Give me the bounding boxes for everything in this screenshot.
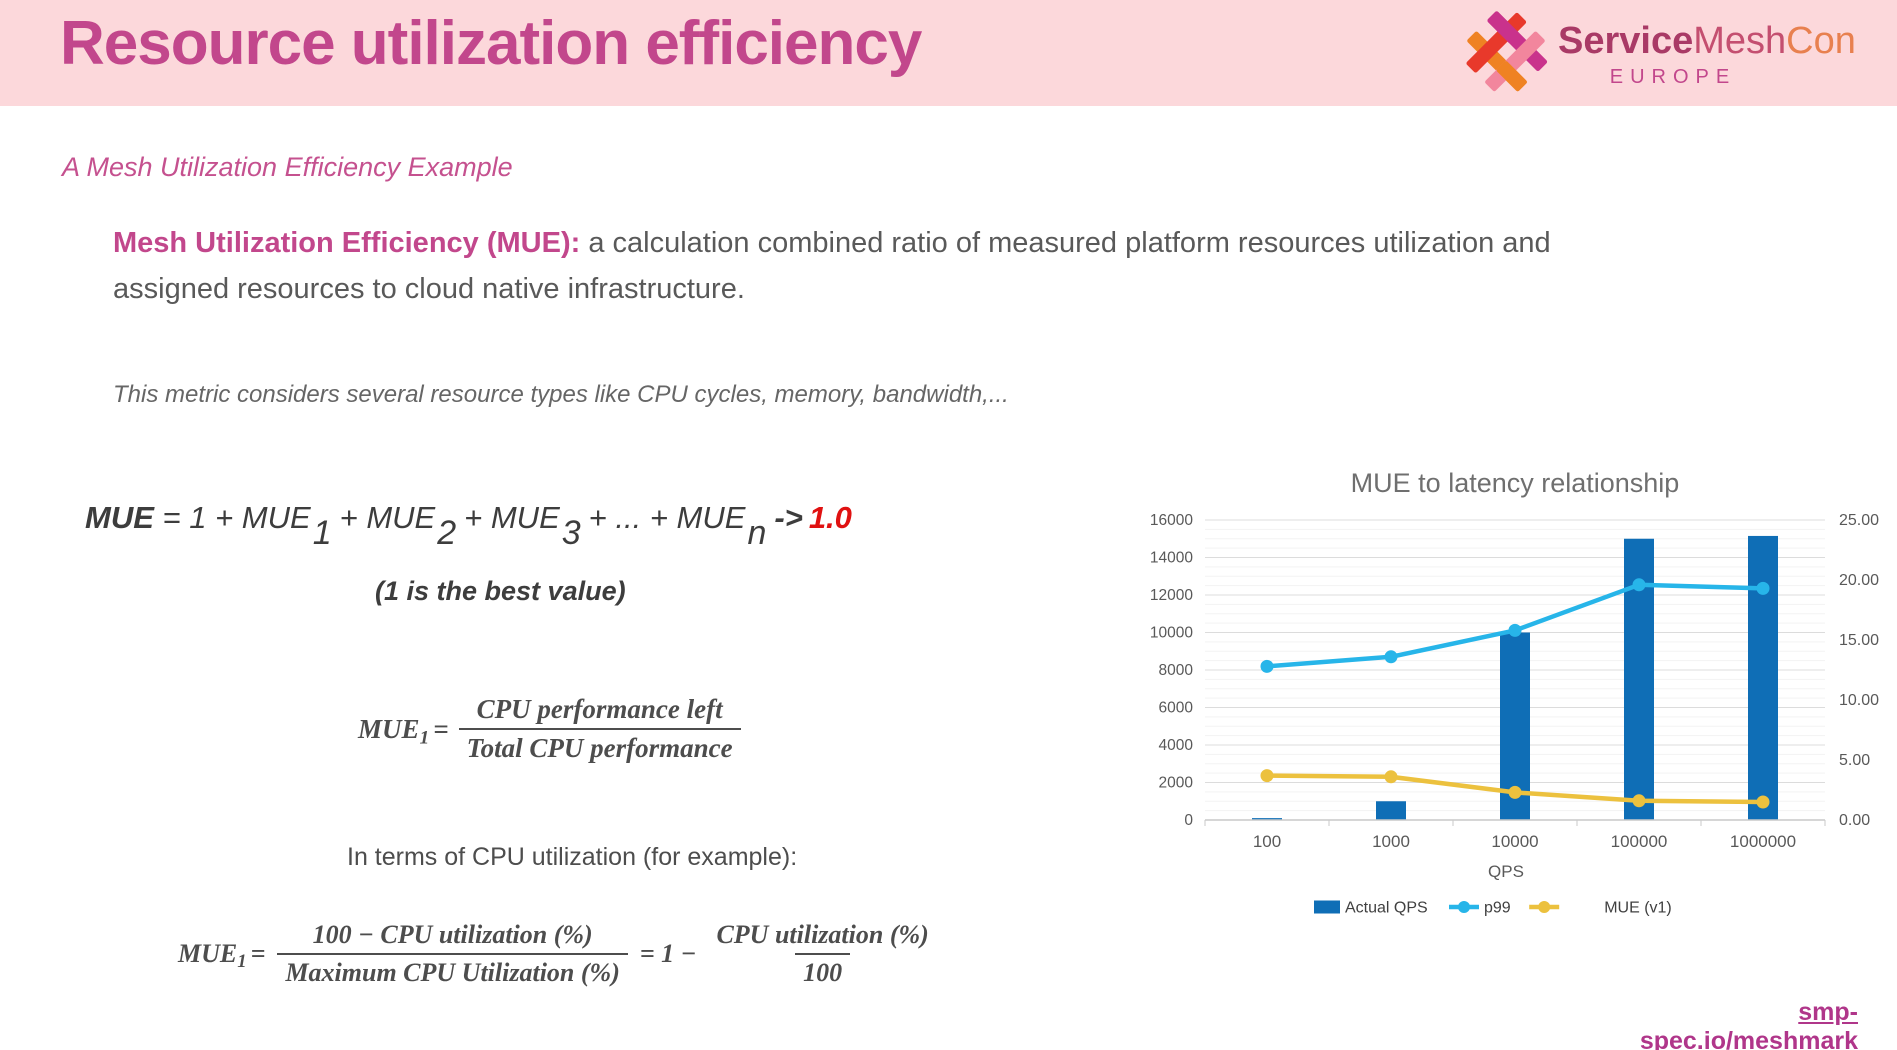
marker-p99-1000 bbox=[1384, 650, 1398, 664]
marker-MUE (v1)-1000000 bbox=[1756, 795, 1770, 809]
x-tick-label: 100 bbox=[1253, 832, 1281, 851]
fraction-numerator: CPU utilization (%) bbox=[716, 920, 929, 949]
y-right-tick-label: 0.00 bbox=[1839, 812, 1870, 829]
formula-subscript: n bbox=[747, 514, 767, 552]
mue1-formula: MUE1 = CPU performance left Total CPU per… bbox=[358, 694, 741, 764]
marker-MUE (v1)-100 bbox=[1260, 769, 1274, 783]
y-left-tick-label: 16000 bbox=[1150, 512, 1193, 529]
fraction-numerator: CPU performance left bbox=[476, 694, 723, 724]
legend-swatch-Actual QPS bbox=[1314, 900, 1340, 914]
bar-100 bbox=[1252, 818, 1282, 820]
cpu-utilization-formula: MUE1 = 100 − CPU utilization (%) Maximum … bbox=[178, 920, 937, 988]
brand-service: Service bbox=[1558, 20, 1694, 62]
slide-subtitle: A Mesh Utilization Efficiency Example bbox=[62, 152, 513, 182]
mue1-lhs: MUE1 = bbox=[358, 713, 449, 748]
y-left-tick-label: 0 bbox=[1184, 812, 1193, 829]
marker-p99-100 bbox=[1260, 659, 1274, 673]
marker-MUE (v1)-10000 bbox=[1508, 785, 1522, 799]
chart-title: MUE to latency relationship bbox=[1351, 468, 1680, 498]
marker-p99-100000 bbox=[1632, 578, 1646, 592]
x-axis-label: QPS bbox=[1488, 862, 1524, 881]
fraction-numerator: 100 − CPU utilization (%) bbox=[312, 920, 593, 949]
marker-p99-10000 bbox=[1508, 623, 1522, 637]
formula-part: = 1 + MUE bbox=[153, 500, 311, 535]
meshmark-link[interactable]: smp-spec.io/meshmark bbox=[1639, 998, 1858, 1050]
bar-1000 bbox=[1376, 801, 1406, 820]
brand-region: EUROPE bbox=[1609, 66, 1737, 88]
legend-label-MUE (v1): MUE (v1) bbox=[1604, 900, 1672, 917]
formula-target-value: 1.0 bbox=[808, 500, 852, 535]
legend-label-Actual QPS: Actual QPS bbox=[1345, 900, 1428, 917]
definition-rest: a calculation combined ratio of measured… bbox=[113, 227, 1551, 306]
formula-lhs: MUE bbox=[85, 500, 154, 535]
brand-con: Con bbox=[1786, 20, 1856, 62]
servicemeshcon-logo-icon bbox=[1466, 11, 1548, 92]
mue-sum-formula: MUE = 1 + MUE1 + MUE2 + MUE3 + ... + MUEn ->… bbox=[85, 498, 852, 552]
x-tick-label: 100000 bbox=[1611, 832, 1668, 851]
cpu-formula-mid: = 1 − bbox=[639, 939, 697, 968]
fraction-denominator: Maximum CPU Utilization (%) bbox=[277, 953, 628, 988]
x-tick-label: 10000 bbox=[1491, 832, 1538, 851]
formula-subscript: 3 bbox=[561, 514, 581, 552]
legend-marker-p99 bbox=[1458, 901, 1470, 913]
legend-marker-MUE (v1) bbox=[1538, 901, 1551, 913]
servicemeshcon-logo: ServiceMeshCon EUROPE bbox=[1462, 4, 1882, 104]
fraction-denominator: 100 bbox=[795, 953, 851, 988]
y-right-tick-label: 25.00 bbox=[1839, 512, 1879, 529]
formula-part: + ... + MUE bbox=[588, 500, 746, 535]
interms-label: In terms of CPU utilization (for example… bbox=[347, 843, 798, 871]
formula-arrow: -> bbox=[774, 500, 803, 535]
page-title: Resource utilization efficiency bbox=[60, 9, 922, 78]
y-right-tick-label: 10.00 bbox=[1839, 692, 1879, 709]
y-left-tick-label: 6000 bbox=[1159, 700, 1194, 717]
fraction-denominator: Total CPU performance bbox=[458, 728, 741, 764]
cpu-fraction-1: 100 − CPU utilization (%) Maximum CPU Ut… bbox=[277, 920, 628, 988]
mue1-fraction: CPU performance left Total CPU performan… bbox=[458, 694, 741, 764]
formula-subscript: 1 bbox=[312, 514, 332, 552]
metric-note: This metric considers several resource t… bbox=[113, 381, 1009, 408]
mue-latency-chart: 0 2000 4000 6000 8000 10000 12000 14000 16000 0.0… bbox=[1150, 468, 1879, 917]
header-band: Resource utilization efficiency ServiceM… bbox=[0, 0, 1897, 106]
cpu-formula-lhs: MUE1 = bbox=[178, 939, 266, 973]
marker-MUE (v1)-1000 bbox=[1384, 770, 1398, 784]
x-tick-label: 1000 bbox=[1372, 832, 1410, 851]
y-right-tick-label: 15.00 bbox=[1839, 632, 1879, 649]
y-right-tick-label: 5.00 bbox=[1839, 752, 1870, 769]
formula-part: + MUE bbox=[339, 500, 436, 535]
marker-MUE (v1)-100000 bbox=[1632, 794, 1646, 808]
y-left-tick-label: 2000 bbox=[1159, 775, 1194, 792]
y-right-tick-label: 20.00 bbox=[1839, 572, 1879, 589]
formula-subscript: 2 bbox=[437, 514, 457, 552]
y-left-tick-label: 8000 bbox=[1159, 662, 1194, 679]
bar-1000000 bbox=[1748, 535, 1778, 820]
best-value-caption: (1 is the best value) bbox=[375, 576, 626, 606]
x-tick-label: 1000000 bbox=[1730, 832, 1796, 851]
y-left-tick-label: 12000 bbox=[1150, 587, 1193, 604]
marker-p99-1000000 bbox=[1756, 581, 1770, 595]
definition-lead: Mesh Utilization Efficiency (MUE): bbox=[113, 227, 581, 259]
definition-paragraph: Mesh Utilization Efficiency (MUE): a cal… bbox=[113, 220, 1668, 313]
brand-mesh: Mesh bbox=[1693, 20, 1787, 62]
cpu-fraction-2: CPU utilization (%) 100 bbox=[708, 920, 936, 988]
y-left-tick-label: 10000 bbox=[1150, 625, 1193, 642]
legend-label-p99: p99 bbox=[1484, 900, 1511, 917]
y-left-tick-label: 4000 bbox=[1159, 737, 1194, 754]
formula-part: + MUE bbox=[464, 500, 560, 535]
brand-wordmark: ServiceMeshCon bbox=[1558, 20, 1856, 63]
y-left-tick-label: 14000 bbox=[1150, 550, 1193, 567]
